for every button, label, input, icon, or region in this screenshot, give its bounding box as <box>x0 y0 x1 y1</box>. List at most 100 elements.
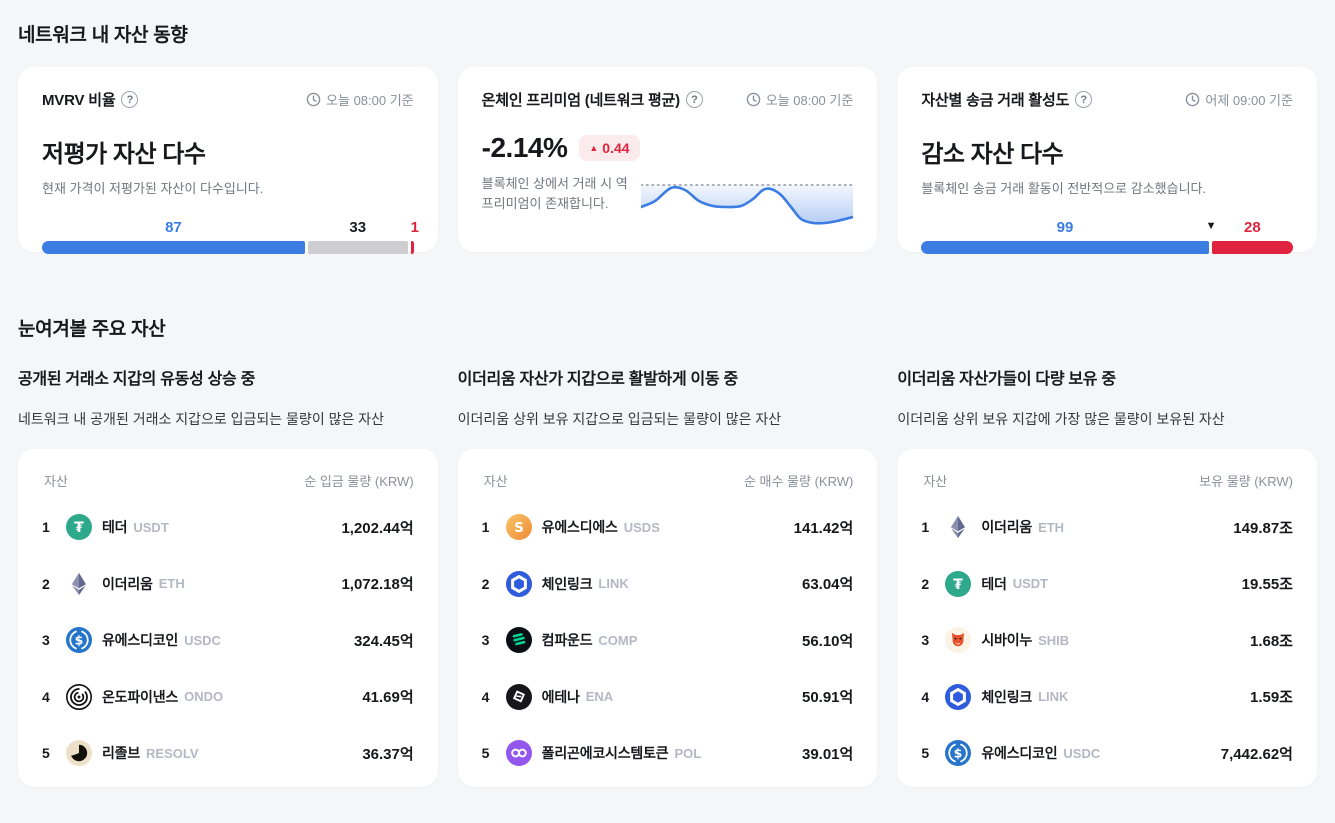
rank-number: 4 <box>42 688 50 705</box>
ondo-icon <box>66 683 92 710</box>
asset-value: 63.04억 <box>801 576 854 594</box>
asset-column-title: 이더리움 자산가들이 다량 보유 중 <box>897 371 1116 388</box>
timestamp: 오늘 08:00 기준 <box>306 90 414 109</box>
decrease-marker-icon: ▼ <box>1205 219 1217 232</box>
ena-icon <box>505 683 532 710</box>
list-item[interactable]: 5 폴리곤에코시스템토큰 POL 39.01억 <box>482 725 853 782</box>
usdc-icon: $ <box>66 627 92 654</box>
help-icon[interactable]: ? <box>685 91 703 108</box>
rank-number: 1 <box>921 519 930 536</box>
asset-name: 리졸브 <box>102 745 141 762</box>
trend-card[interactable]: MVRV 비율? 오늘 08:00 기준 저평가 자산 다수 현재 가격이 저평가된 … <box>18 67 438 254</box>
list-item[interactable]: 3 시바이누 SHIB 1.68조 <box>921 612 1293 669</box>
list-item[interactable]: 4 온도파이낸스 ONDO 41.69억 <box>42 669 414 726</box>
asset-value: 19.55조 <box>1241 576 1293 594</box>
asset-column-title: 이더리움 자산가 지갑으로 활발하게 이동 중 <box>457 371 739 388</box>
svg-text:₮: ₮ <box>953 577 963 593</box>
rank-number: 2 <box>921 575 930 592</box>
asset-name: 유에스디코인 <box>981 745 1058 762</box>
asset-name: 컴파운드 <box>541 632 593 649</box>
bar-segment <box>921 240 1209 254</box>
list-item[interactable]: 4 에테나 ENA 50.91억 <box>482 669 854 726</box>
list-item[interactable]: 1 S 유에스디에스 USDS 141.42억 <box>482 499 854 556</box>
trend-card[interactable]: 자산별 송금 거래 활성도? 어제 09:00 기준 감소 자산 다수 블록체인 송금… <box>897 67 1317 254</box>
list-item[interactable]: 5 $ 유에스디코인 USDC 7,442.62억 <box>921 725 1293 782</box>
asset-name: 테더 <box>981 575 1007 592</box>
trend-card-header: 온체인 프리미엄 (네트워크 평균)? 오늘 08:00 기준 <box>482 89 854 110</box>
trend-card[interactable]: 온체인 프리미엄 (네트워크 평균)? 오늘 08:00 기준 -2.14% ▲ 0.4… <box>457 67 878 252</box>
asset-name: 유에스디코인 <box>102 632 179 649</box>
help-icon[interactable]: ? <box>121 91 139 108</box>
table-header: 자산 순 입금 물량 (KRW) <box>42 461 414 499</box>
timestamp: 어제 09:00 기준 <box>1185 90 1293 109</box>
list-item[interactable]: 4 체인링크 LINK 1.59조 <box>921 669 1293 726</box>
featured-assets-section: 눈여겨볼 주요 자산 공개된 거래소 지갑의 유동성 상승 중 네트워크 내 공개… <box>18 314 1317 787</box>
shib-icon <box>945 627 972 654</box>
asset-ticker: ETH <box>1038 519 1065 535</box>
asset-ticker: USDC <box>1063 745 1101 761</box>
list-item[interactable]: 2 ₮ 테더 USDT 19.55조 <box>921 556 1293 613</box>
list-item[interactable]: 5 리졸브 RESOLV 36.37억 <box>42 725 414 782</box>
col-header-value: 보유 물량 (KRW) <box>1199 473 1293 489</box>
bar-segment <box>307 240 408 254</box>
trend-card-title: 자산별 송금 거래 활성도 <box>921 92 1070 109</box>
list-item[interactable]: 2 이더리움 ETH 1,072.18억 <box>42 556 414 613</box>
asset-ticker: ETH <box>158 576 185 592</box>
network-trend-cards: MVRV 비율? 오늘 08:00 기준 저평가 자산 다수 현재 가격이 저평가된 … <box>18 67 1317 254</box>
list-item[interactable]: 3 $ 유에스디코인 USDC 324.45억 <box>42 612 414 669</box>
asset-ticker: LINK <box>598 576 629 592</box>
network-trends-title: 네트워크 내 자산 동향 <box>18 25 188 46</box>
asset-name: 테더 <box>102 519 128 536</box>
timestamp-text: 오늘 08:00 기준 <box>326 93 414 108</box>
link-icon <box>505 570 532 597</box>
asset-value: 1,202.44억 <box>341 519 414 537</box>
distribution-bar: 99 28 ▼ <box>921 219 1293 254</box>
asset-ticker: LINK <box>1038 689 1069 705</box>
asset-value: 56.10억 <box>801 632 854 650</box>
asset-name: 시바이누 <box>981 632 1033 649</box>
asset-name: 체인링크 <box>541 575 593 592</box>
clock-icon <box>306 92 321 107</box>
asset-ticker: SHIB <box>1038 632 1070 648</box>
svg-text:₮: ₮ <box>74 520 84 536</box>
rank-number: 4 <box>921 688 930 705</box>
rank-number: 3 <box>42 632 50 649</box>
list-item[interactable]: 3 컴파운드 COMP 56.10억 <box>482 612 854 669</box>
asset-column: 이더리움 자산가들이 다량 보유 중 이더리움 상위 보유 지갑에 가장 많은 물… <box>897 365 1317 787</box>
col-header-value: 순 매수 물량 (KRW) <box>743 473 854 489</box>
list-item[interactable]: 1 이더리움 ETH 149.87조 <box>921 499 1293 556</box>
asset-value: 1.59조 <box>1249 689 1293 707</box>
usdc-icon: $ <box>945 740 972 767</box>
rank-number: 3 <box>921 632 930 649</box>
usdt-icon: ₮ <box>66 514 92 541</box>
asset-name: 체인링크 <box>981 688 1033 705</box>
col-header-asset: 자산 <box>483 473 508 489</box>
asset-value: 50.91억 <box>801 689 854 707</box>
list-item[interactable]: 2 체인링크 LINK 63.04억 <box>482 556 854 613</box>
asset-ticker: ENA <box>585 689 614 705</box>
bar-segment-label: 99 <box>1056 218 1074 236</box>
list-item[interactable]: 1 ₮ 테더 USDT 1,202.44억 <box>42 499 414 556</box>
bar-segment-label: 28 <box>1244 218 1261 236</box>
asset-name: 유에스디에스 <box>541 519 618 536</box>
asset-column-subtitle: 이더리움 상위 보유 지갑으로 입금되는 물량이 많은 자산 <box>457 411 782 427</box>
help-icon[interactable]: ? <box>1075 91 1093 108</box>
asset-value: 141.42억 <box>793 519 854 537</box>
svg-text:$: $ <box>75 633 84 648</box>
bar-segment <box>42 240 305 254</box>
change-value: 0.44 <box>602 140 630 156</box>
asset-value: 1.68조 <box>1249 632 1293 650</box>
comp-icon <box>505 627 532 654</box>
featured-assets-title: 눈여겨볼 주요 자산 <box>18 319 166 340</box>
change-badge: ▲ 0.44 <box>579 135 640 161</box>
bar-segment <box>1211 240 1293 254</box>
timestamp-text: 오늘 08:00 기준 <box>765 93 854 108</box>
distribution-bar: 87 33 1 <box>42 219 419 254</box>
asset-ticker: POL <box>674 745 702 761</box>
asset-column-title: 공개된 거래소 지갑의 유동성 상승 중 <box>18 371 256 388</box>
asset-name: 이더리움 <box>102 575 153 592</box>
asset-name: 온도파이낸스 <box>102 688 179 705</box>
bar-labels: 99 28 ▼ <box>921 219 1293 236</box>
asset-ticker: COMP <box>598 632 638 648</box>
